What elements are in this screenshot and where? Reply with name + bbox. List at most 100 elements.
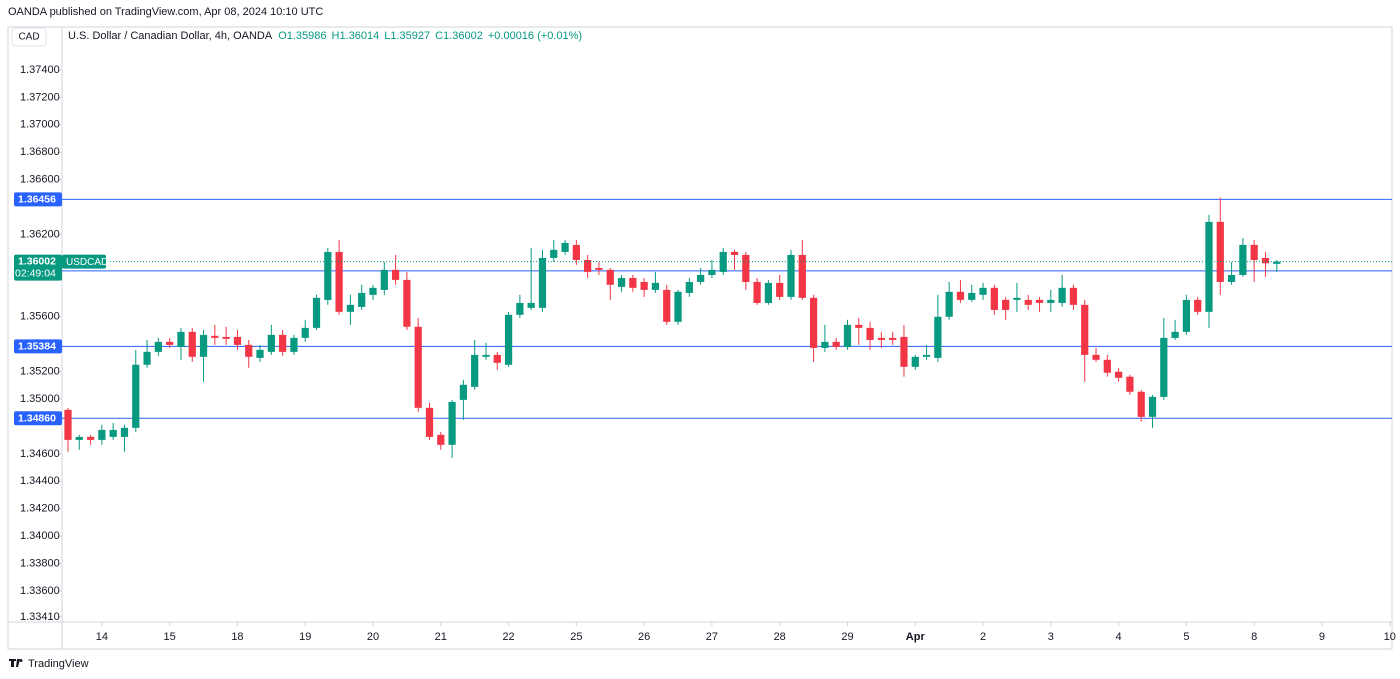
candle-body — [1092, 354, 1100, 360]
candle-body — [855, 324, 863, 328]
candle-body — [708, 269, 716, 275]
level-label-box — [14, 192, 62, 207]
candle-body — [1148, 396, 1157, 417]
candle-body — [1126, 376, 1134, 392]
y-tick-label: 1.35600 — [20, 311, 60, 323]
candle-body — [572, 244, 580, 261]
candle-body — [606, 269, 614, 285]
ohlc-label: C1.36002 — [435, 30, 483, 42]
candle-body — [832, 341, 840, 347]
ohlc-label: L1.35927 — [384, 30, 430, 42]
y-tick-label: 1.36800 — [20, 146, 60, 158]
candle-body — [730, 251, 739, 255]
candle-body — [86, 436, 95, 440]
candle-body — [843, 324, 852, 347]
candle-body — [1182, 299, 1191, 332]
candle-body — [900, 336, 908, 367]
candle-body — [674, 291, 682, 322]
y-tick-label: 1.34400 — [20, 475, 60, 487]
candle-body — [990, 287, 998, 310]
candle-body — [922, 354, 931, 357]
x-tick-label: 5 — [1183, 631, 1189, 643]
candle-body — [1081, 304, 1089, 355]
candle-body — [1216, 221, 1224, 282]
candle-body — [233, 336, 242, 345]
candle-body — [1058, 287, 1066, 303]
candle-body — [1137, 391, 1145, 417]
y-tick-label: 1.33410 — [20, 611, 60, 623]
candle-body — [742, 254, 750, 282]
candle-body — [1002, 299, 1010, 310]
candle-body — [132, 364, 140, 428]
candle-body — [312, 297, 321, 328]
symbol-label: USDCAD — [66, 257, 108, 268]
y-tick-label: 1.33800 — [20, 557, 60, 569]
header: OANDA published on TradingView.com, Apr … — [8, 6, 323, 18]
legend-title: U.S. Dollar / Canadian Dollar, 4h, OANDA — [68, 30, 273, 42]
ohlc-label: O1.35986 — [278, 30, 326, 42]
ohlc-label: H1.36014 — [332, 30, 380, 42]
candle-body — [1194, 299, 1202, 312]
candle-body — [75, 436, 83, 440]
x-tick-label: 4 — [1116, 631, 1122, 643]
candle-body — [109, 429, 117, 437]
x-tick-label: 21 — [435, 631, 447, 643]
candle-body — [809, 297, 818, 348]
candle-body — [776, 282, 784, 297]
candle-body — [1160, 337, 1168, 397]
candle-body — [120, 427, 129, 437]
x-tick-label: 20 — [367, 631, 379, 643]
candle-body — [64, 409, 72, 440]
candle-body — [516, 302, 524, 315]
current-price-label: 1.36002 — [18, 255, 56, 267]
candle-body — [504, 314, 513, 365]
candle-body — [358, 292, 366, 307]
candle-body — [629, 277, 637, 288]
x-tick-label: 15 — [164, 631, 176, 643]
candle-body — [154, 341, 162, 352]
candle-body — [1261, 257, 1270, 264]
x-tick-label: 25 — [570, 631, 582, 643]
candle-body — [877, 337, 885, 340]
candle-body — [968, 292, 976, 300]
candle-body — [1239, 244, 1247, 275]
candle-body — [380, 269, 388, 290]
currency[interactable]: CAD — [18, 32, 39, 43]
candle-body — [550, 249, 558, 258]
candle-body — [685, 281, 693, 293]
candle-body — [188, 331, 196, 357]
ohlc-label: +0.00016 (+0.01%) — [488, 30, 582, 42]
candle-body — [651, 282, 660, 290]
candle-body — [934, 316, 942, 358]
candle-body — [301, 327, 309, 338]
x-tick-label: 27 — [706, 631, 718, 643]
logo — [9, 659, 23, 667]
y-tick-label: 1.34000 — [20, 530, 60, 542]
candle-body — [561, 242, 569, 252]
candle-body — [1205, 221, 1213, 312]
candle-body — [1103, 359, 1111, 373]
candle-body — [324, 251, 332, 300]
level-label-box — [14, 339, 62, 354]
candle-body — [1013, 297, 1021, 300]
candle-body — [617, 277, 626, 287]
candle-body — [1035, 299, 1044, 303]
candle-body — [143, 351, 151, 365]
candle-body — [538, 257, 547, 308]
y-tick-label: 1.37200 — [20, 91, 60, 103]
current-price-box — [14, 254, 62, 281]
candle-body — [166, 341, 174, 345]
x-tick-label: 29 — [841, 631, 853, 643]
x-tick-label: 10 — [1384, 631, 1396, 643]
candle-body — [1069, 287, 1078, 305]
candle-body — [956, 291, 965, 300]
candle-body — [211, 335, 219, 338]
candle-body — [403, 279, 411, 327]
y-tick-label: 1.34200 — [20, 503, 60, 515]
candle-body — [448, 401, 456, 445]
currency-button[interactable] — [11, 27, 47, 47]
candle-body — [584, 260, 592, 272]
level-label: 1.36456 — [18, 194, 56, 206]
candle-body — [391, 269, 400, 280]
